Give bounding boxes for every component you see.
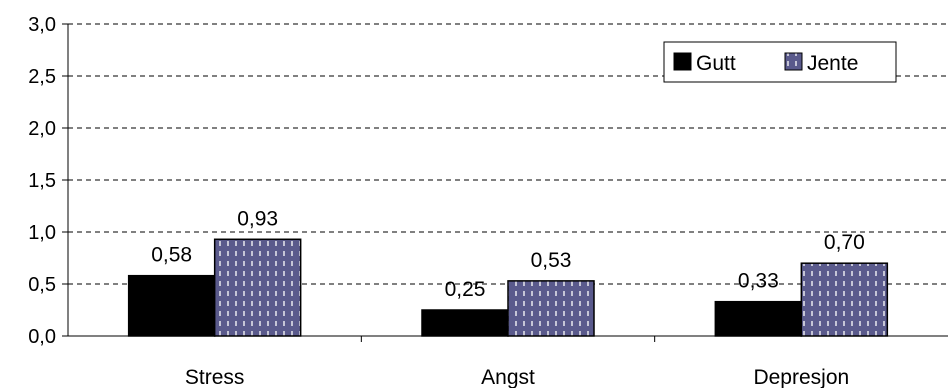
data-label: 0,70 [824, 231, 865, 254]
y-tick-label: 3,0 [28, 14, 56, 36]
bar-jente-stress [213, 238, 302, 337]
bar-gutt-stress [127, 274, 216, 337]
y-tick-label: 2,5 [28, 66, 56, 88]
data-label: 0,93 [237, 207, 278, 230]
legend-swatch-jente [784, 52, 803, 71]
legend-label-gutt: Gutt [696, 52, 736, 75]
bar-jente-angst [507, 280, 595, 337]
bars [127, 238, 889, 337]
legend: Gutt Jente [663, 41, 897, 83]
x-tick-label: Stress [185, 366, 245, 388]
bar-jente-depresjon [800, 262, 889, 337]
x-tick-label: Angst [481, 366, 535, 388]
data-label: 0,33 [738, 270, 779, 293]
y-tick-label: 1,5 [28, 170, 56, 192]
y-axis: 0,0 0,5 1,0 1,5 2,0 2,5 3,0 [28, 14, 69, 348]
bar-gutt-angst [421, 309, 509, 337]
y-tick-label: 2,0 [28, 118, 56, 140]
data-label: 0,53 [531, 249, 572, 272]
data-label: 0,25 [445, 278, 486, 301]
legend-box [663, 41, 897, 83]
value-labels: 0,58 0,25 0,33 0,93 0,53 0,70 [151, 207, 865, 301]
y-tick-label: 0,0 [28, 326, 56, 348]
y-tick-label: 1,0 [28, 222, 56, 244]
x-tick-label: Depresjon [753, 366, 849, 388]
legend-swatch-gutt [673, 52, 692, 71]
y-tick-label: 0,5 [28, 274, 56, 296]
x-axis: Stress Angst Depresjon [68, 335, 948, 388]
legend-label-jente: Jente [807, 52, 858, 75]
bar-gutt-depresjon [714, 300, 803, 337]
data-label: 0,58 [151, 244, 192, 267]
